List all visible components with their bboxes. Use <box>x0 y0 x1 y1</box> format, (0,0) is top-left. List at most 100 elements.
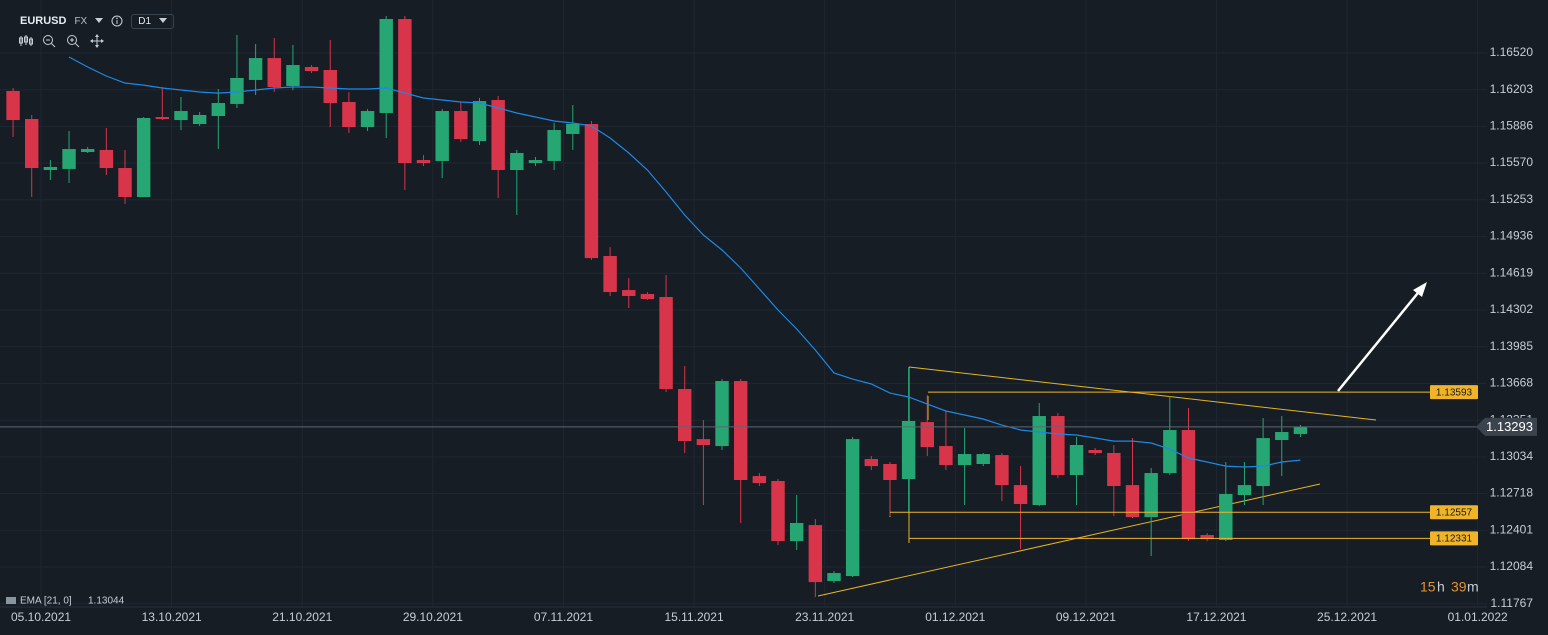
countdown-unit: m <box>1467 579 1479 595</box>
y-tick-label: 1.14302 <box>1490 302 1534 316</box>
candle-body <box>267 58 281 88</box>
countdown-minutes: 39 <box>1451 579 1467 595</box>
arrow <box>1337 287 1423 392</box>
candle-body <box>1293 426 1308 434</box>
candle-body <box>25 119 39 169</box>
x-tick-label: 07.11.2021 <box>534 610 593 624</box>
candle-body <box>192 114 207 124</box>
candle-body <box>678 389 692 442</box>
candle-body <box>248 58 263 80</box>
candle-body <box>1107 452 1121 487</box>
legend-name: EMA [21, 0] <box>20 596 72 607</box>
y-tick-label: 1.12084 <box>1490 559 1534 573</box>
candle-body <box>323 69 337 104</box>
candle-body <box>6 90 20 121</box>
candle-body <box>1219 494 1233 541</box>
candle-body <box>99 149 114 169</box>
candle-body <box>379 19 393 113</box>
candle-body <box>435 111 449 161</box>
x-tick-label: 01.01.2022 <box>1448 610 1508 624</box>
y-tick-label: 1.15570 <box>1490 155 1534 169</box>
x-tick-label: 17.12.2021 <box>1186 610 1246 624</box>
y-tick-label: 1.16203 <box>1490 82 1534 96</box>
candle-body <box>80 149 95 153</box>
trendline <box>817 483 1321 597</box>
current-price-label: 1.13293 <box>1486 419 1533 434</box>
candle-body <box>939 446 953 466</box>
level-label: 1.12331 <box>1436 534 1473 545</box>
pan-button[interactable] <box>90 34 106 48</box>
level-label-box <box>1430 531 1478 546</box>
arrow-head <box>1413 282 1427 297</box>
candle-body <box>566 123 580 134</box>
candle-body <box>416 160 431 164</box>
candle-body <box>43 166 58 171</box>
candle-body <box>584 123 599 259</box>
y-tick-label: 1.12401 <box>1490 522 1534 536</box>
candle-body <box>920 422 934 448</box>
legend-value: 1.13044 <box>88 596 125 607</box>
x-tick-label: 23.11.2021 <box>795 610 854 624</box>
candle-body <box>976 454 990 464</box>
current-price-box <box>1476 417 1537 436</box>
trendline <box>908 366 1377 421</box>
y-tick-label: 1.13668 <box>1490 376 1534 390</box>
candle-body <box>230 77 244 104</box>
candle-body <box>136 117 151 198</box>
countdown: 15 h 39 m <box>1420 579 1479 595</box>
timeframe: D1 <box>138 15 152 27</box>
candle-body <box>1144 473 1158 518</box>
x-tick-label: 15.11.2021 <box>664 610 723 624</box>
x-tick-label: 29.10.2021 <box>403 610 463 624</box>
y-tick-label: 1.11767 <box>1491 596 1534 610</box>
candle-body <box>752 476 767 484</box>
symbol[interactable]: EURUSD <box>20 15 67 27</box>
candle-body <box>1069 444 1084 476</box>
candle-body <box>62 149 76 169</box>
indicators-button[interactable] <box>18 34 34 48</box>
candle-body <box>491 100 505 171</box>
candle-body <box>118 168 132 198</box>
candle-body <box>1256 438 1270 487</box>
level-label: 1.12557 <box>1436 507 1473 518</box>
ema-line <box>68 56 1301 468</box>
grid <box>0 0 1487 607</box>
y-tick-label: 1.15886 <box>1490 119 1534 133</box>
level-label-box <box>1430 505 1478 520</box>
timeframe-select[interactable]: D1 <box>131 13 175 29</box>
market: FX <box>74 15 88 27</box>
level-label: 1.13593 <box>1436 387 1473 398</box>
candle-body <box>1237 485 1252 496</box>
candle-body <box>808 525 823 583</box>
zoom-out-button[interactable] <box>42 34 58 48</box>
y-tick-label: 1.13985 <box>1490 339 1534 353</box>
candle-body <box>1013 485 1028 504</box>
candle-body <box>1163 430 1177 474</box>
candle-body <box>845 439 860 577</box>
y-tick-label: 1.15253 <box>1490 192 1534 206</box>
candle-body <box>659 297 673 390</box>
candle-body <box>510 152 524 171</box>
candle-body <box>789 522 804 542</box>
candle-body <box>696 439 711 445</box>
y-tick-label: 1.12718 <box>1490 486 1534 500</box>
countdown-hours: 15 <box>1420 579 1436 595</box>
candle-body <box>1125 485 1140 518</box>
y-tick-label: 1.14619 <box>1490 265 1534 279</box>
candle-body <box>864 459 879 467</box>
y-tick-label: 1.16520 <box>1490 45 1534 59</box>
dropdown-icon[interactable] <box>95 18 104 24</box>
candle-body <box>472 101 487 142</box>
x-tick-label: 09.12.2021 <box>1056 610 1116 624</box>
plot-area <box>6 15 1427 598</box>
x-tick-label: 13.10.2021 <box>142 610 202 624</box>
zoom-in-button[interactable] <box>66 34 82 48</box>
toolbar <box>18 34 106 48</box>
candle-body <box>957 454 972 466</box>
candle-body <box>771 481 785 542</box>
dropdown-icon <box>159 18 168 23</box>
candle-body <box>715 381 729 447</box>
candle-body <box>304 66 319 72</box>
info-icon[interactable] <box>111 15 123 27</box>
